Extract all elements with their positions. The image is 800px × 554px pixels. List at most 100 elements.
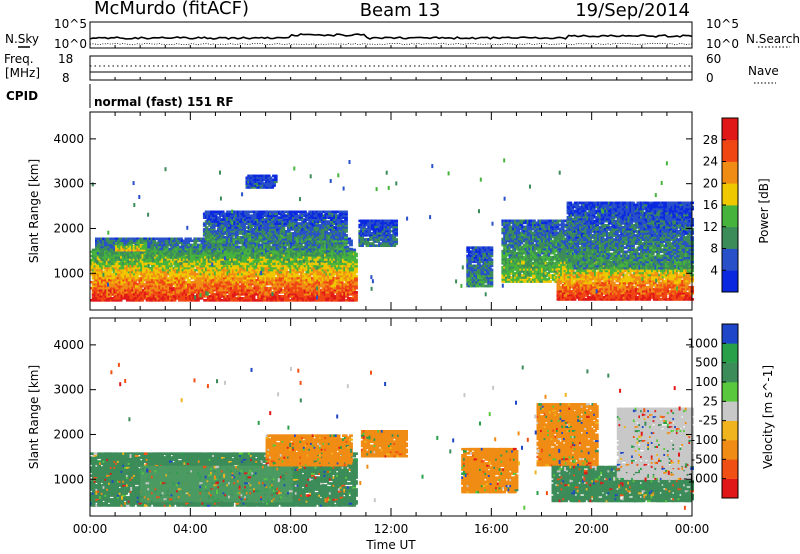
data-cell	[249, 291, 254, 294]
data-cell	[179, 262, 183, 265]
data-cell	[240, 282, 245, 286]
data-cell	[145, 266, 150, 270]
data-cell	[93, 280, 98, 284]
data-cell	[106, 276, 110, 280]
data-cell	[228, 295, 233, 298]
data-cell	[251, 268, 256, 272]
site-title: McMurdo (fitACF)	[94, 0, 249, 19]
data-cell	[151, 274, 155, 278]
data-cell	[226, 299, 231, 302]
data-cell	[170, 288, 175, 292]
data-cell	[134, 266, 139, 270]
data-cell	[210, 276, 215, 280]
data-cell	[189, 239, 194, 243]
data-cell	[194, 268, 198, 272]
data-cell	[212, 293, 216, 296]
data-cell	[228, 293, 233, 296]
data-cell	[116, 282, 121, 286]
data-cell	[187, 260, 191, 264]
data-cell	[140, 299, 145, 302]
data-cell	[122, 272, 127, 276]
data-cell	[239, 284, 243, 288]
data-cell	[113, 270, 118, 274]
data-cell	[199, 274, 204, 278]
data-cell	[151, 293, 155, 296]
data-cell	[143, 276, 148, 280]
data-cell	[222, 264, 227, 268]
data-cell	[196, 272, 200, 276]
data-cell	[197, 282, 202, 286]
data-cell	[115, 288, 119, 292]
data-cell	[145, 288, 150, 292]
data-cell	[217, 268, 222, 272]
data-cell	[158, 282, 163, 286]
noise-search-trace	[89, 42, 693, 46]
data-cell	[215, 282, 220, 286]
data-cell	[133, 295, 137, 298]
data-cell	[239, 266, 243, 270]
data-cell	[219, 299, 224, 302]
data-cell	[244, 280, 249, 284]
data-cell	[140, 280, 145, 284]
data-cell	[249, 293, 254, 296]
data-cell	[185, 272, 189, 276]
data-cell	[233, 272, 238, 276]
data-cell	[179, 297, 184, 300]
data-cell	[235, 282, 240, 286]
data-cell	[183, 282, 188, 286]
data-cell	[187, 280, 191, 284]
data-cell	[149, 276, 154, 280]
data-cell	[133, 282, 137, 286]
date-title: 19/Sep/2014	[575, 0, 690, 21]
data-cell	[116, 284, 121, 288]
data-cell	[222, 293, 227, 296]
data-cell	[242, 270, 247, 274]
data-cell	[129, 282, 134, 286]
nave-label: Nave	[748, 64, 779, 78]
data-cell	[235, 266, 240, 270]
data-cell	[176, 297, 180, 300]
data-cell	[354, 252, 358, 256]
data-cell	[149, 284, 154, 288]
data-cell	[169, 286, 173, 290]
data-cell	[134, 274, 139, 278]
data-cell	[118, 293, 123, 296]
data-cell	[122, 280, 127, 284]
data-cell	[91, 270, 96, 274]
data-cell	[125, 299, 130, 302]
data-cell	[104, 264, 109, 268]
data-cell	[185, 288, 189, 292]
data-cell	[188, 284, 193, 288]
data-cell	[100, 291, 105, 294]
data-cell	[154, 268, 159, 272]
data-cell	[124, 270, 128, 274]
data-cell	[354, 258, 358, 262]
data-cell	[248, 266, 252, 270]
power-heatmap	[90, 158, 694, 302]
noise-tick-left-top: 10^5	[54, 17, 87, 31]
data-cell	[124, 266, 128, 270]
data-cell	[108, 272, 112, 276]
data-cell	[231, 295, 236, 298]
data-cell	[145, 295, 150, 298]
data-cell	[129, 295, 134, 298]
data-cell	[192, 291, 197, 294]
data-cell	[147, 282, 152, 286]
data-cell	[205, 272, 209, 276]
data-cell	[163, 295, 168, 298]
data-cell	[91, 293, 96, 296]
data-cell	[154, 293, 159, 296]
data-cell	[349, 239, 353, 243]
data-cell	[208, 295, 213, 298]
data-cell	[197, 276, 202, 280]
data-cell	[185, 299, 189, 302]
data-cell	[142, 270, 146, 274]
data-cell	[178, 293, 182, 296]
data-cell	[197, 270, 202, 274]
data-cell	[170, 293, 175, 296]
data-cell	[237, 295, 242, 298]
data-cell	[99, 288, 103, 292]
data-cell	[111, 272, 116, 276]
data-cell	[242, 291, 247, 294]
